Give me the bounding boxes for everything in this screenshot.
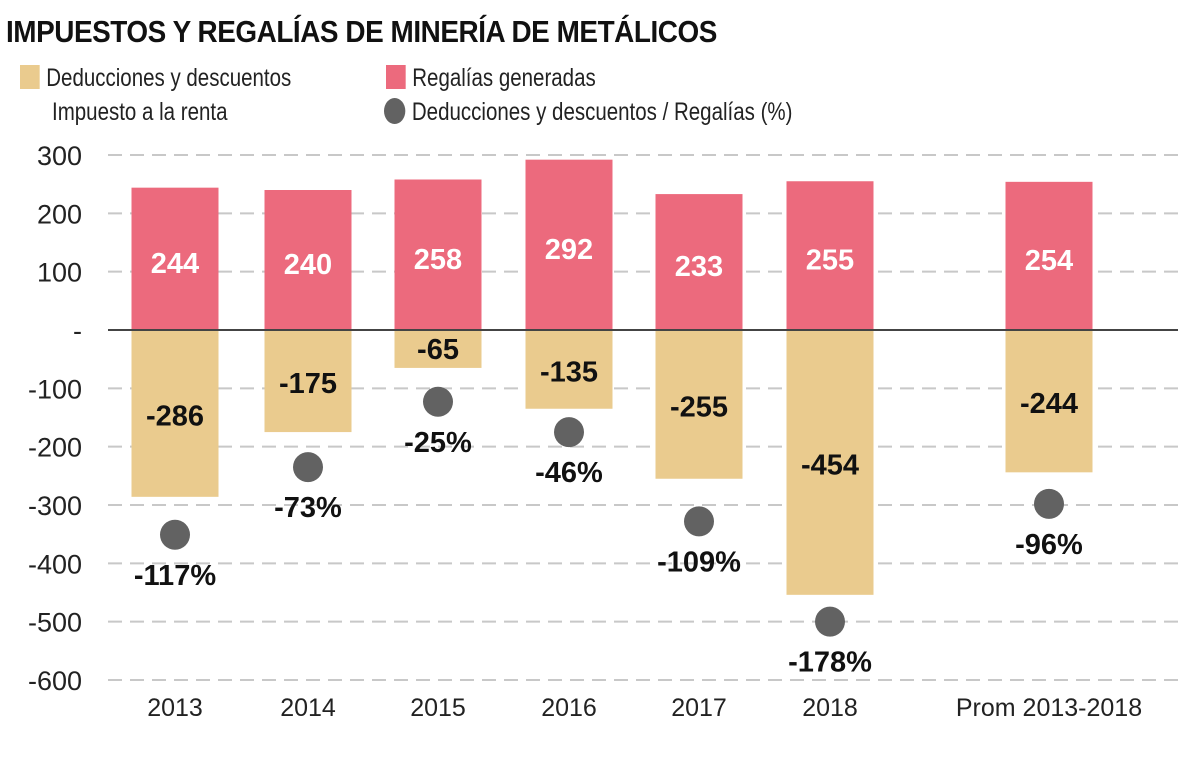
legend-swatch-deducciones [20, 65, 40, 89]
ratio-marker [160, 519, 190, 550]
bar-deducciones [394, 330, 482, 368]
data-label-ratio: -25% [404, 427, 472, 459]
y-tick-label: 100 [37, 258, 82, 288]
bar-regalias [131, 187, 219, 330]
bar-regalias [1005, 181, 1093, 330]
legend-label-deducciones-line2: Impuesto a la renta [52, 98, 228, 126]
data-label-ratio: -178% [788, 647, 872, 679]
data-label-ratio: -109% [657, 546, 741, 578]
bar-deducciones [786, 330, 874, 595]
x-tick-label: Prom 2013-2018 [956, 694, 1142, 722]
legend-label-deducciones-line1: Deducciones y descuentos [46, 64, 292, 92]
bar-regalias [655, 194, 743, 330]
data-label-ratio: -46% [535, 457, 603, 489]
x-tick-label: 2014 [280, 694, 336, 722]
ratio-marker [423, 386, 453, 417]
bar-deducciones [1005, 330, 1093, 473]
y-tick-label: -500 [28, 608, 82, 638]
x-axis: 2013 2014 2015 2016 2017 2018 Prom 2013-2018 [147, 694, 1142, 722]
y-tick-label: -400 [28, 549, 82, 579]
bar-deducciones [131, 330, 219, 497]
y-tick-label: 200 [37, 199, 82, 229]
data-label-regalias: 255 [806, 245, 854, 277]
data-label-deducciones: -65 [417, 334, 459, 366]
data-label-ratio: -96% [1015, 529, 1083, 561]
chart-title: IMPUESTOS Y REGALÍAS DE MINERÍA DE METÁL… [6, 14, 717, 49]
x-tick-label: 2018 [802, 694, 858, 722]
x-tick-label: 2013 [147, 694, 203, 722]
data-label-deducciones: -454 [801, 449, 859, 481]
bar-regalias [394, 179, 482, 330]
data-label-deducciones: -175 [279, 368, 337, 400]
legend-label-ratio: Deducciones y descuentos / Regalías (%) [411, 98, 793, 126]
y-tick-label: -600 [28, 666, 82, 696]
ratio-markers: -117% -73% -25% -46% -109% -178% -96% [134, 386, 1083, 679]
data-label-deducciones: -255 [670, 391, 728, 423]
y-tick-label: -300 [28, 491, 82, 521]
bar-regalias [264, 190, 352, 330]
legend-item-regalias: Regalías generadas [386, 64, 596, 93]
data-label-regalias: 233 [675, 251, 723, 283]
data-label-deducciones: -135 [540, 356, 598, 388]
data-label-ratio: -73% [274, 492, 342, 524]
bar-deducciones [264, 330, 352, 433]
data-label-deducciones: -244 [1020, 388, 1078, 420]
legend-swatch-regalias [386, 65, 406, 89]
legend-dot-ratio-icon [384, 98, 406, 124]
ratio-marker [815, 606, 845, 637]
y-axis: 300 200 100 - -100 -200 -300 -400 -500 -600 [28, 141, 82, 696]
data-label-regalias: 258 [414, 244, 462, 276]
ratio-marker [684, 506, 714, 537]
bars [131, 159, 1093, 595]
legend-item-ratio: Deducciones y descuentos / Regalías (%) [384, 98, 792, 127]
x-tick-label: 2016 [541, 694, 597, 722]
x-tick-label: 2017 [671, 694, 727, 722]
ratio-marker [554, 417, 584, 448]
data-label-regalias: 254 [1025, 245, 1073, 277]
legend-item-deducciones-line2: Impuesto a la renta [52, 98, 227, 127]
data-label-deducciones: -286 [146, 400, 204, 432]
bar-regalias [525, 159, 613, 330]
data-label-ratio: -117% [134, 560, 216, 592]
data-label-regalias: 240 [284, 249, 332, 281]
ratio-marker [293, 452, 323, 483]
y-tick-label: 300 [37, 141, 82, 171]
data-label-regalias: 244 [151, 248, 199, 280]
data-label-regalias: 292 [545, 234, 593, 266]
legend-label-regalias: Regalías generadas [412, 64, 596, 92]
x-tick-label: 2015 [410, 694, 466, 722]
y-tick-label: -100 [28, 374, 82, 404]
ratio-marker [1034, 488, 1064, 519]
bar-deducciones [525, 330, 613, 409]
bar-labels: 244 -286 240 -175 258 -65 292 -135 233 -255 255 -45… [146, 234, 1078, 482]
y-tick-label: - [73, 316, 82, 346]
bar-regalias [786, 181, 874, 330]
y-tick-label: -200 [28, 433, 82, 463]
bar-deducciones [655, 330, 743, 479]
legend-item-deducciones: Deducciones y descuentos [20, 64, 291, 93]
